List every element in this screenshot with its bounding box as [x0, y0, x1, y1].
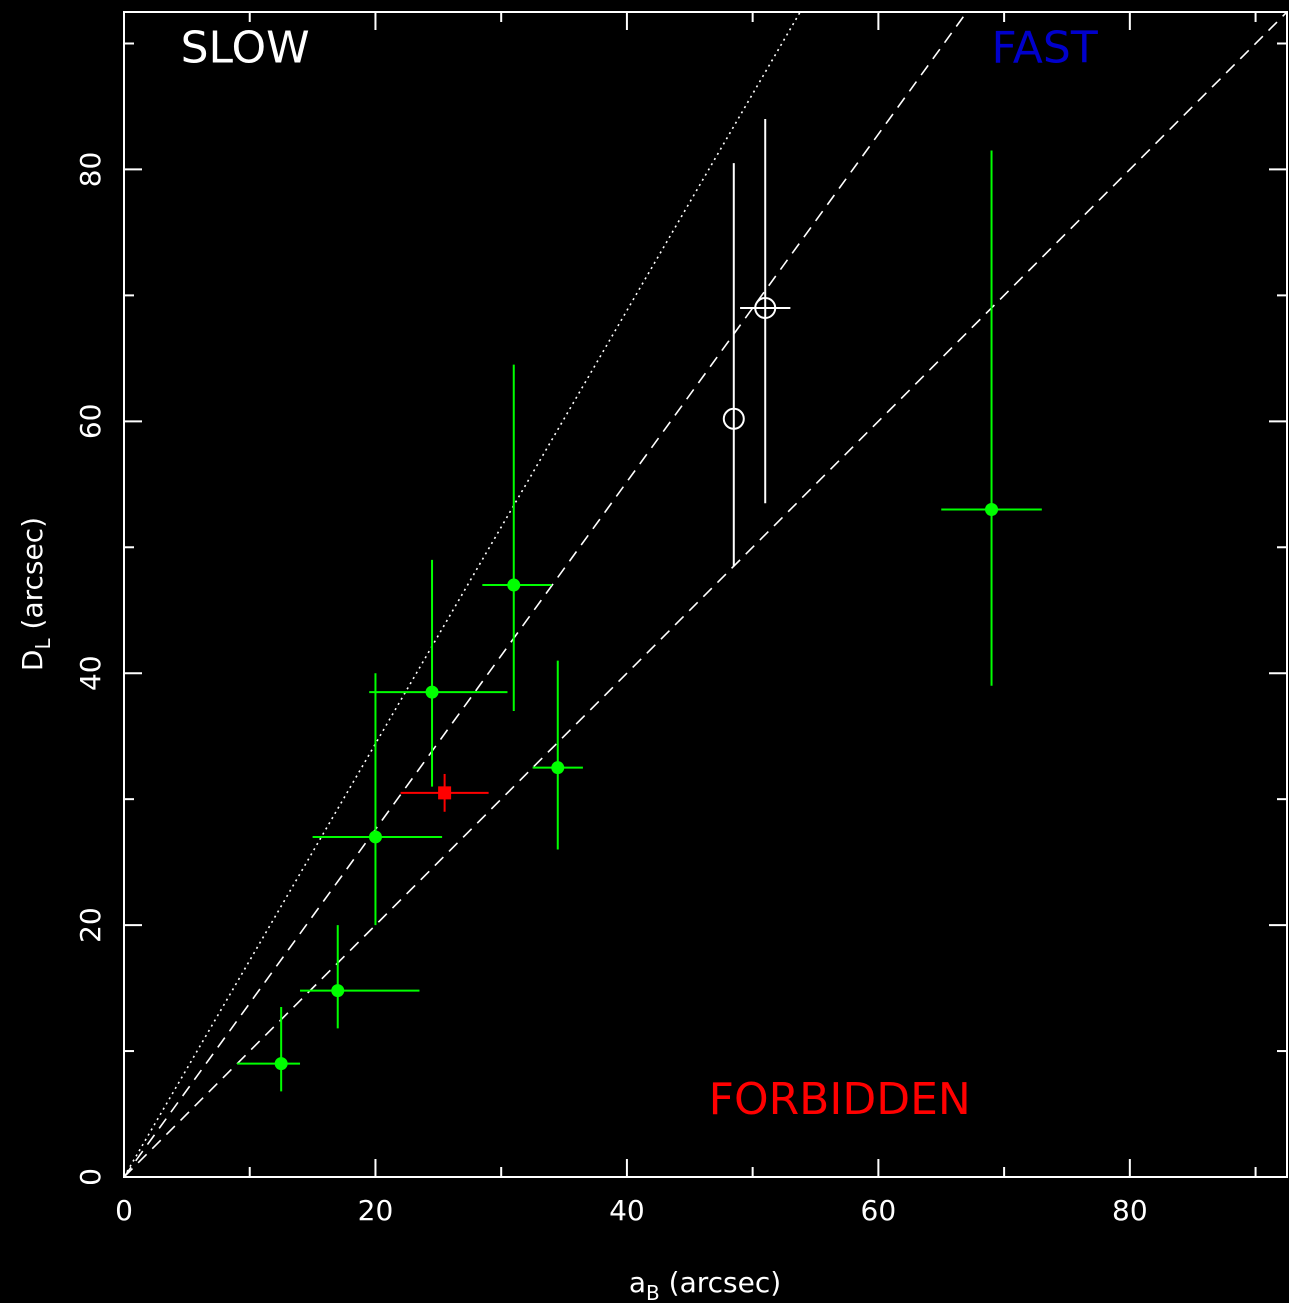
data-point: [274, 1057, 288, 1071]
y-axis-label: DL (arcsec): [16, 517, 55, 671]
data-point: [754, 296, 777, 319]
reference-line-dashed: [124, 12, 1287, 1177]
annotation-fast: FAST: [992, 22, 1098, 73]
annotation-forbidden: FORBIDDEN: [709, 1074, 971, 1125]
reference-lines: [124, 12, 1287, 1177]
x-axis-label-unit: (arcsec): [660, 1266, 781, 1299]
y-tick-label: 60: [74, 404, 107, 440]
y-tick-label: 40: [74, 655, 107, 691]
y-axis-label-unit: (arcsec): [16, 517, 49, 638]
data-point: [331, 984, 345, 998]
x-axis-label-symbol: a: [629, 1266, 646, 1299]
x-tick-label: 0: [115, 1194, 133, 1227]
x-tick-label: 40: [609, 1194, 645, 1227]
data-point: [368, 830, 382, 844]
y-tick-label: 0: [74, 1168, 107, 1186]
reference-line-dotted: [124, 12, 802, 1177]
data-point: [438, 786, 452, 800]
data-point: [985, 502, 999, 516]
data-points: [237, 119, 1042, 1092]
data-point: [425, 685, 439, 699]
data-point: [507, 578, 521, 592]
x-tick-label: 60: [861, 1194, 897, 1227]
y-axis-label-subscript: L: [31, 638, 55, 650]
reference-line-dashed: [124, 12, 968, 1177]
x-axis-label: aB (arcsec): [629, 1266, 781, 1303]
data-point: [722, 407, 745, 430]
y-tick-label: 80: [74, 152, 107, 188]
x-tick-label: 80: [1112, 1194, 1148, 1227]
axes-frame: [123, 11, 1288, 1178]
x-tick-label: 20: [358, 1194, 394, 1227]
annotation-slow: SLOW: [181, 22, 310, 73]
y-tick-label: 20: [74, 907, 107, 943]
x-axis-label-subscript: B: [646, 1281, 660, 1303]
data-point: [551, 761, 565, 775]
y-axis-label-symbol: D: [16, 650, 49, 672]
plot-frame: [123, 11, 1288, 1178]
